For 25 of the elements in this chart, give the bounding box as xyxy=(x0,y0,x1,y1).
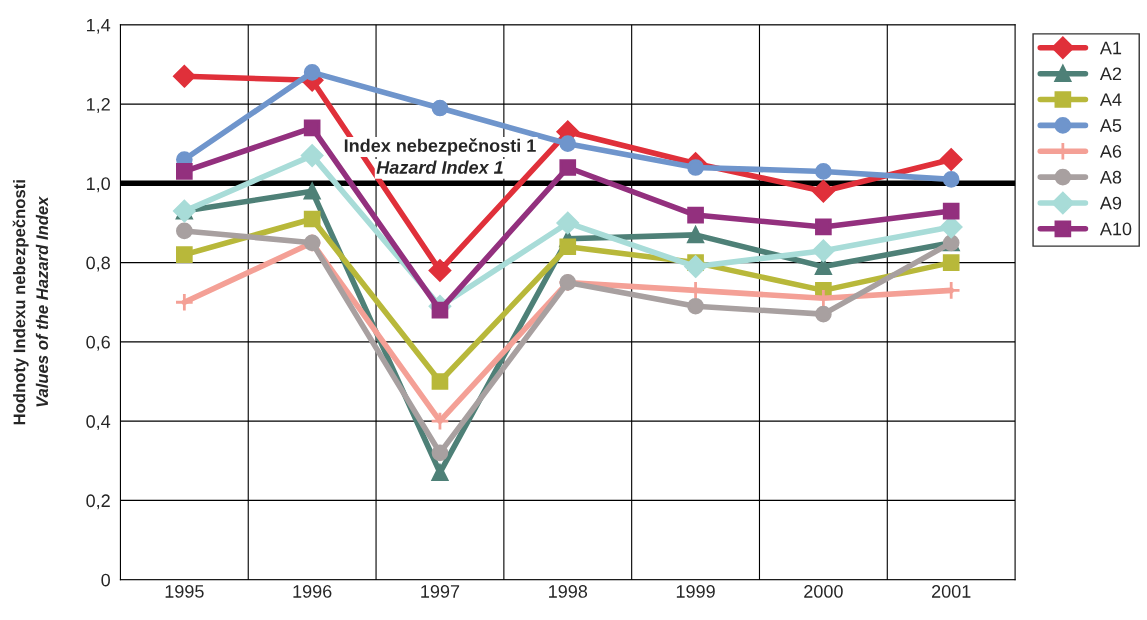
x-tick-label: 1997 xyxy=(421,585,460,598)
y-tick-label: 0,2 xyxy=(86,494,110,510)
y-axis-title: Hodnoty Indexu nebezpečnosti Values of the Hazard Index xyxy=(12,180,49,425)
ref-line-label: Index nebezpečnosti 1 Hazard Index 1 xyxy=(344,138,536,174)
x-tick-label: 2000 xyxy=(804,585,843,598)
legend-label: A5 xyxy=(1099,119,1122,132)
y-tick-label: 1,0 xyxy=(86,177,111,193)
y-tick-label: 1,4 xyxy=(86,18,111,34)
legend-label: A8 xyxy=(1099,170,1122,184)
x-tick-label: 1998 xyxy=(549,585,588,598)
y-tick-label: 1,2 xyxy=(86,98,110,113)
legend-label: A1 xyxy=(1099,41,1122,55)
y-tick-label: 0,4 xyxy=(86,415,111,431)
y-tick-label: 0,8 xyxy=(86,256,110,272)
legend-label: A6 xyxy=(1099,144,1122,158)
x-tick-label: 1996 xyxy=(293,585,332,598)
x-tick-label: 1999 xyxy=(676,585,715,598)
y-tick-label: 0 xyxy=(101,573,111,587)
y-tick-label: 0,6 xyxy=(86,335,110,351)
legend-label: A10 xyxy=(1099,222,1132,236)
legend-label: A9 xyxy=(1099,196,1122,210)
legend-label: A2 xyxy=(1099,67,1122,80)
x-tick-label: 2001 xyxy=(932,585,971,598)
x-tick-label: 1995 xyxy=(165,585,204,598)
legend-label: A4 xyxy=(1099,93,1122,106)
